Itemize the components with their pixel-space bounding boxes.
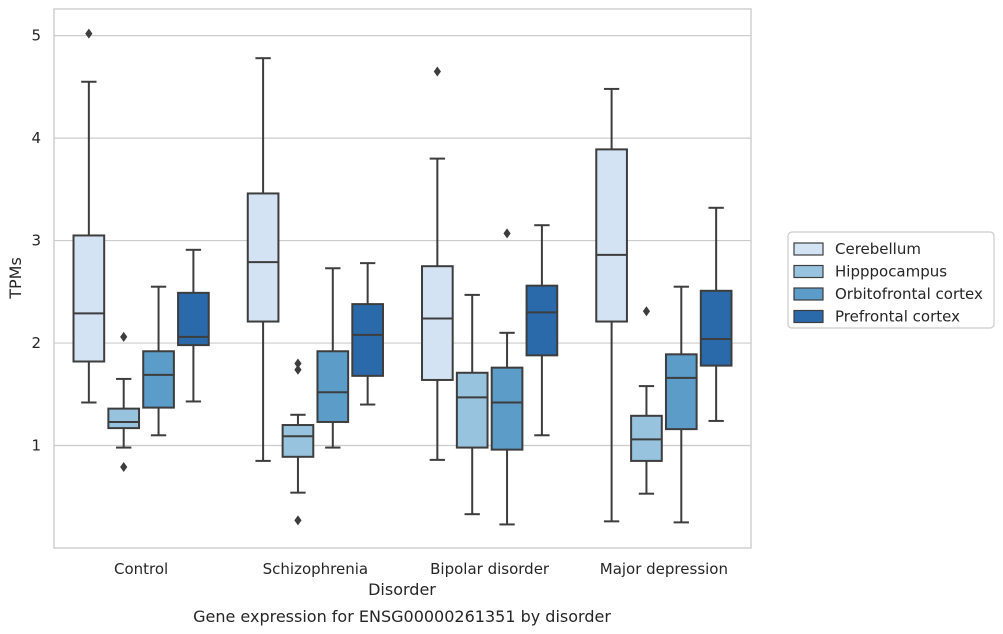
legend: Cerebellum Hipppocampus Orbitofrontal cort… <box>787 231 995 329</box>
outlier-point <box>85 28 93 39</box>
outlier-point <box>120 462 128 473</box>
figure-caption: Gene expression for ENSG00000261351 by d… <box>193 607 611 626</box>
outlier-point <box>433 66 441 77</box>
box-orbitofrontal-cortex <box>142 285 175 437</box>
box-hipppocampus <box>630 306 663 495</box>
box-orbitofrontal-cortex <box>316 267 350 449</box>
legend-label: Orbitofrontal cortex <box>835 285 983 303</box>
box-iqr <box>142 350 175 409</box>
x-tick-label: Major depression <box>600 560 728 578</box>
box-iqr <box>630 414 663 462</box>
box-iqr <box>455 371 489 449</box>
box-hipppocampus <box>455 293 489 516</box>
box-iqr <box>281 424 315 458</box>
box-iqr <box>525 284 559 357</box>
box-cerebellum <box>421 66 454 461</box>
box-iqr <box>72 234 106 363</box>
boxes <box>72 28 733 526</box>
x-tick-label: Control <box>114 560 168 578</box>
box-orbitofrontal-cortex <box>664 285 698 524</box>
box-iqr <box>107 407 141 430</box>
x-axis-label: Disorder <box>368 580 436 599</box>
box-iqr <box>490 366 524 451</box>
y-tick-label: 2 <box>31 334 41 352</box>
box-prefrontal-cortex <box>699 206 733 422</box>
y-axis-ticks: 1 2 3 4 5 <box>31 27 41 455</box>
legend-swatch <box>793 242 824 256</box>
box-orbitofrontal-cortex <box>490 228 524 526</box>
outlier-point <box>642 306 651 317</box>
box-iqr <box>246 192 280 323</box>
box-prefrontal-cortex <box>177 248 210 403</box>
box-iqr <box>316 350 350 423</box>
outlier-point <box>503 228 511 239</box>
box-cerebellum <box>72 28 106 404</box>
x-tick-label: Bipolar disorder <box>430 560 550 578</box>
plot-frame <box>53 8 752 549</box>
x-axis-ticks: Control Schizophrenia Bipolar disorder Majo… <box>114 560 728 578</box>
y-axis-label: TPMs <box>6 257 25 300</box>
box-hipppocampus <box>107 331 141 473</box>
legend-swatch <box>793 309 824 324</box>
legend-label: Prefrontal cortex <box>835 308 960 326</box>
box-cerebellum <box>595 87 628 523</box>
box-prefrontal-cortex <box>525 224 559 437</box>
box-iqr <box>664 353 698 431</box>
outlier-point <box>294 364 302 375</box>
box-iqr <box>421 265 454 381</box>
outlier-point <box>120 331 128 342</box>
box-iqr <box>351 303 384 377</box>
legend-swatch <box>793 264 824 279</box>
legend-swatch <box>793 287 824 301</box>
y-tick-label: 4 <box>31 129 41 147</box>
legend-label: Hipppocampus <box>835 263 947 281</box>
box-iqr <box>699 289 733 367</box>
box-prefrontal-cortex <box>351 262 384 406</box>
box-iqr <box>595 148 628 323</box>
y-tick-label: 3 <box>31 232 41 250</box>
legend-frame <box>787 231 995 329</box>
y-tick-label: 5 <box>31 27 41 45</box>
legend-label: Cerebellum <box>835 240 921 258</box>
outlier-point <box>294 358 302 369</box>
box-hipppocampus <box>281 358 315 526</box>
x-tick-label: Schizophrenia <box>263 560 368 578</box>
y-tick-label: 1 <box>31 437 41 455</box>
outlier-point <box>294 515 302 526</box>
box-cerebellum <box>246 57 280 462</box>
